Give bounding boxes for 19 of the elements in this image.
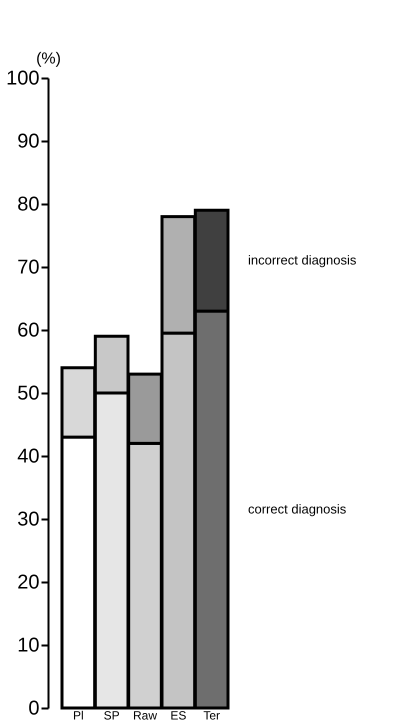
- y-tick-label: 70: [17, 256, 40, 278]
- x-tick-label: ES: [170, 708, 186, 722]
- y-tick-label: 40: [17, 446, 40, 468]
- x-tick-label: Ter: [203, 708, 220, 722]
- series-label: incorrect diagnosis: [248, 252, 357, 268]
- series-label: correct diagnosis: [248, 502, 347, 517]
- y-tick-label: 30: [17, 508, 40, 530]
- x-tick-label: Pl: [72, 708, 84, 722]
- y-tick-label: 60: [17, 320, 40, 342]
- y-axis-title: (%): [36, 50, 61, 68]
- x-tick-label: SP: [104, 708, 120, 722]
- y-tick-label: 20: [17, 572, 40, 594]
- y-tick-label: 100: [6, 68, 40, 90]
- x-tick-label: Raw: [132, 708, 158, 722]
- y-tick-label: 80: [17, 194, 40, 216]
- y-tick-label: 50: [17, 382, 40, 404]
- y-tick-label: 90: [17, 130, 40, 152]
- y-tick-label: 0: [28, 698, 40, 720]
- y-tick-label: 10: [17, 634, 40, 656]
